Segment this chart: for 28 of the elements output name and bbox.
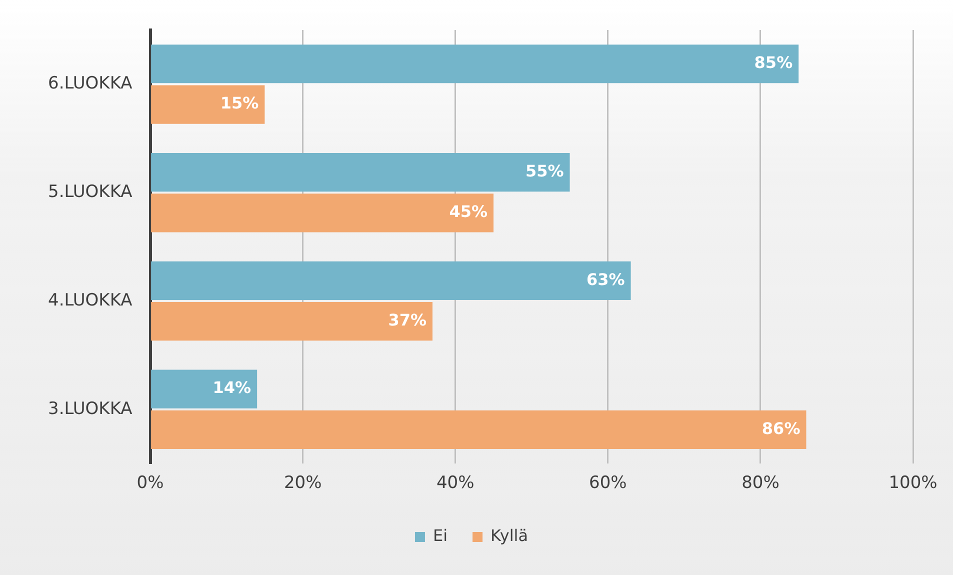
y-tick-label: 6.LUOKKA [48, 74, 133, 94]
data-label: 85% [754, 53, 793, 72]
bar [151, 370, 258, 408]
bar [151, 410, 806, 450]
y-tick-label: 5.LUOKKA [48, 182, 133, 202]
legend-label: Ei [432, 526, 448, 546]
bar [151, 85, 265, 124]
data-label: 45% [449, 202, 488, 222]
x-tick-label: 20% [284, 473, 322, 494]
legend-label: Kyllä [490, 526, 528, 546]
x-tick-label: 80% [742, 473, 780, 494]
x-tick-label: 0% [136, 473, 164, 494]
data-label: 37% [388, 310, 426, 330]
bar [151, 44, 799, 84]
y-tick-label: 4.LUOKKA [48, 290, 133, 310]
data-label: 63% [586, 270, 625, 289]
data-label: 86% [762, 418, 800, 438]
x-tick-label: 40% [436, 473, 474, 494]
data-label: 15% [220, 94, 259, 113]
data-label: 14% [212, 378, 252, 398]
bar [151, 302, 432, 341]
data-label: 55% [525, 161, 564, 180]
x-tick-label: 60% [589, 473, 627, 494]
bar [151, 261, 631, 300]
bar [151, 194, 494, 232]
y-tick-label: 3.LUOKKA [48, 398, 133, 419]
x-tick-label: 100% [888, 473, 938, 494]
bar [151, 152, 570, 192]
